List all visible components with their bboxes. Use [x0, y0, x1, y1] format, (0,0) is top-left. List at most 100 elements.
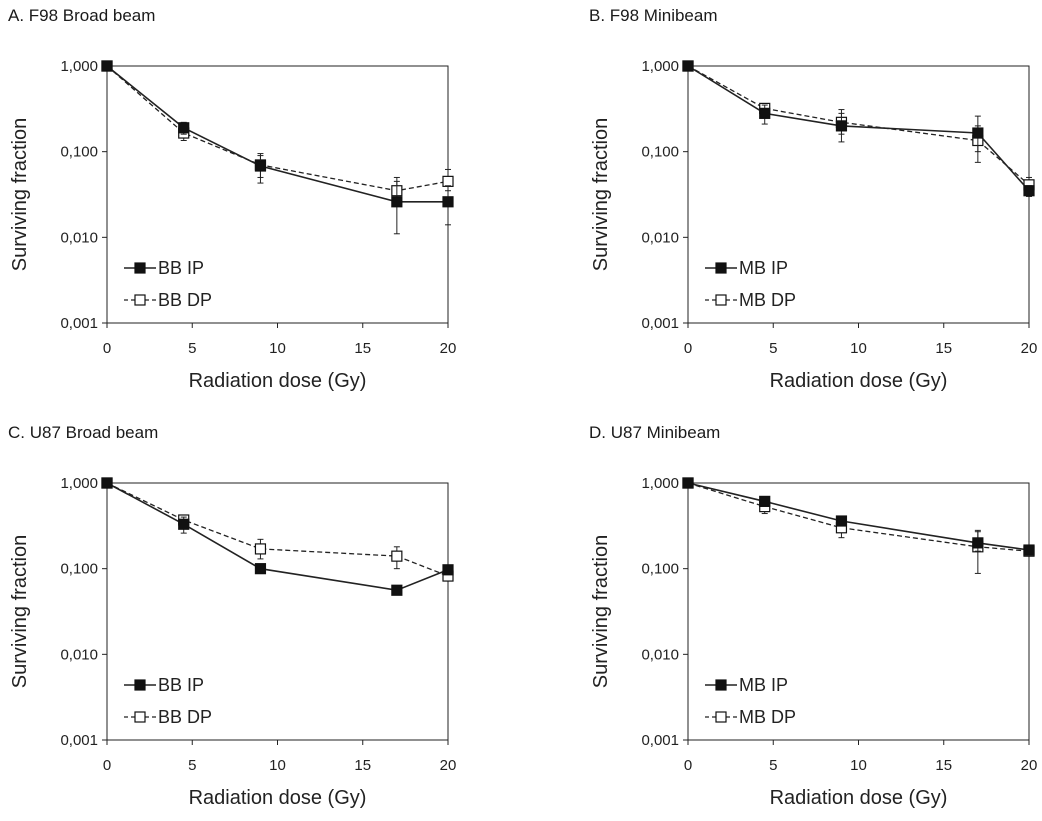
- data-point-bb-ip: [391, 196, 403, 208]
- y-axis-label: Surviving fraction: [9, 535, 31, 688]
- data-point-mb-ip: [835, 515, 848, 527]
- legend-label: MB DP: [739, 707, 796, 727]
- chart-f98-broad-beam: 0,001 0,010 0,100 1,000 0 5 10 15 20 Radiation do…: [9, 58, 457, 392]
- x-tick-label: 10: [850, 340, 867, 357]
- y-tick-label: 0,010: [60, 646, 98, 663]
- x-tick-label: 5: [769, 757, 777, 774]
- data-point-mb-ip: [682, 60, 694, 72]
- error-bar: [393, 180, 400, 235]
- series-line-mb-dp: [687, 65, 1030, 186]
- data-point-mb-ip: [759, 107, 771, 119]
- legend-item: BB IP: [124, 675, 204, 695]
- x-tick-label: 10: [850, 757, 867, 774]
- panel-b: B. F98 Minibeam 0,001 0,010 0,100 1,000 0 5 10…: [581, 0, 1042, 404]
- legend-item: BB IP: [124, 258, 204, 278]
- y-tick-label: 0,100: [641, 144, 679, 161]
- data-point-bb-ip: [101, 60, 113, 72]
- data-point-bb-dp: [254, 543, 267, 555]
- panel-title: D. U87 Minibeam: [589, 423, 721, 442]
- chart-u87-broad-beam: 0,001 0,010 0,100 1,000 0 5 10 15 20 Radiation do…: [9, 475, 457, 809]
- x-tick-label: 0: [684, 340, 692, 357]
- series-line-mb-dp: [687, 482, 1030, 552]
- x-tick-label: 10: [269, 340, 286, 357]
- panel-a: A. F98 Broad beam 0,001 0,010 0,100 1,000 0 5…: [0, 0, 521, 404]
- legend-marker: [715, 294, 727, 306]
- x-tick-label: 0: [103, 757, 111, 774]
- panel-title: A. F98 Broad beam: [8, 6, 156, 25]
- data-point-mb-ip: [972, 537, 984, 549]
- panel-c: C. U87 Broad beam 0,001 0,010 0,100 1,000 0 5…: [0, 417, 521, 821]
- data-point-mb-ip: [972, 127, 984, 139]
- data-point-mb-ip: [759, 495, 771, 507]
- x-tick-label: 5: [188, 757, 196, 774]
- x-axis-label: Radiation dose (Gy): [189, 370, 367, 392]
- legend-item: BB DP: [124, 290, 212, 310]
- legend-marker: [134, 679, 146, 691]
- series-line-bb-dp: [106, 65, 449, 192]
- panel-title: C. U87 Broad beam: [8, 423, 159, 442]
- legend-item: MB DP: [705, 290, 796, 310]
- data-point-bb-ip: [101, 477, 113, 489]
- legend-marker: [715, 711, 727, 723]
- data-point-mb-ip: [1023, 185, 1035, 197]
- y-tick-label: 0,100: [641, 561, 679, 578]
- x-tick-label: 20: [440, 340, 457, 357]
- data-point-bb-ip: [178, 518, 190, 530]
- legend-label: BB DP: [158, 707, 212, 727]
- y-tick-label: 1,000: [60, 58, 98, 75]
- x-tick-label: 10: [269, 757, 286, 774]
- data-point-bb-dp: [391, 550, 403, 562]
- legend-label: BB IP: [158, 675, 204, 695]
- data-point-mb-ip: [835, 120, 848, 132]
- legend-item: MB IP: [705, 258, 788, 278]
- data-point-bb-ip: [254, 160, 267, 172]
- legend-label: MB IP: [739, 675, 788, 695]
- x-tick-label: 20: [440, 757, 457, 774]
- y-tick-label: 1,000: [60, 475, 98, 492]
- y-tick-label: 0,001: [60, 732, 98, 749]
- y-tick-label: 0,010: [60, 229, 98, 246]
- y-tick-label: 1,000: [641, 475, 679, 492]
- legend-marker: [715, 679, 727, 691]
- x-tick-label: 0: [103, 340, 111, 357]
- y-tick-label: 0,010: [641, 646, 679, 663]
- y-tick-label: 0,001: [641, 315, 679, 332]
- y-tick-label: 0,100: [60, 144, 98, 161]
- data-point-bb-ip: [391, 584, 403, 596]
- data-point-bb-ip: [442, 196, 454, 208]
- chart-f98-minibeam: 0,001 0,010 0,100 1,000 0 5 10 15 20 Radiation do…: [590, 58, 1037, 392]
- plot-frame: [106, 482, 449, 741]
- data-point-bb-ip: [442, 564, 454, 576]
- y-tick-label: 0,001: [641, 732, 679, 749]
- legend-label: MB DP: [739, 290, 796, 310]
- legend-label: MB IP: [739, 258, 788, 278]
- y-tick-label: 1,000: [641, 58, 679, 75]
- y-axis-label: Surviving fraction: [590, 118, 612, 271]
- x-tick-label: 5: [769, 340, 777, 357]
- data-point-mb-ip: [682, 477, 694, 489]
- y-tick-label: 0,100: [60, 561, 98, 578]
- legend-marker: [715, 262, 727, 274]
- x-axis-label: Radiation dose (Gy): [189, 787, 367, 809]
- series-line-bb-dp: [106, 482, 449, 577]
- data-point-mb-ip: [1023, 544, 1035, 556]
- data-point-bb-dp: [442, 175, 454, 187]
- x-tick-label: 15: [354, 757, 371, 774]
- legend-label: BB IP: [158, 258, 204, 278]
- legend-marker: [134, 294, 146, 306]
- x-tick-label: 20: [1021, 757, 1038, 774]
- series-line-bb-ip: [106, 482, 449, 592]
- legend-marker: [134, 711, 146, 723]
- panel-title: B. F98 Minibeam: [589, 6, 718, 25]
- x-tick-label: 0: [684, 757, 692, 774]
- data-point-bb-ip: [178, 122, 190, 134]
- legend-item: BB DP: [124, 707, 212, 727]
- chart-u87-minibeam: 0,001 0,010 0,100 1,000 0 5 10 15 20 Radiation do…: [590, 475, 1038, 809]
- panel-d: D. U87 Minibeam 0,001 0,010 0,100 1,000 0 5 10…: [581, 417, 1042, 821]
- x-tick-label: 15: [935, 757, 952, 774]
- x-tick-label: 15: [354, 340, 371, 357]
- y-axis-label: Surviving fraction: [9, 118, 31, 271]
- x-tick-label: 15: [935, 340, 952, 357]
- y-axis-label: Surviving fraction: [590, 535, 612, 688]
- legend-item: MB IP: [705, 675, 788, 695]
